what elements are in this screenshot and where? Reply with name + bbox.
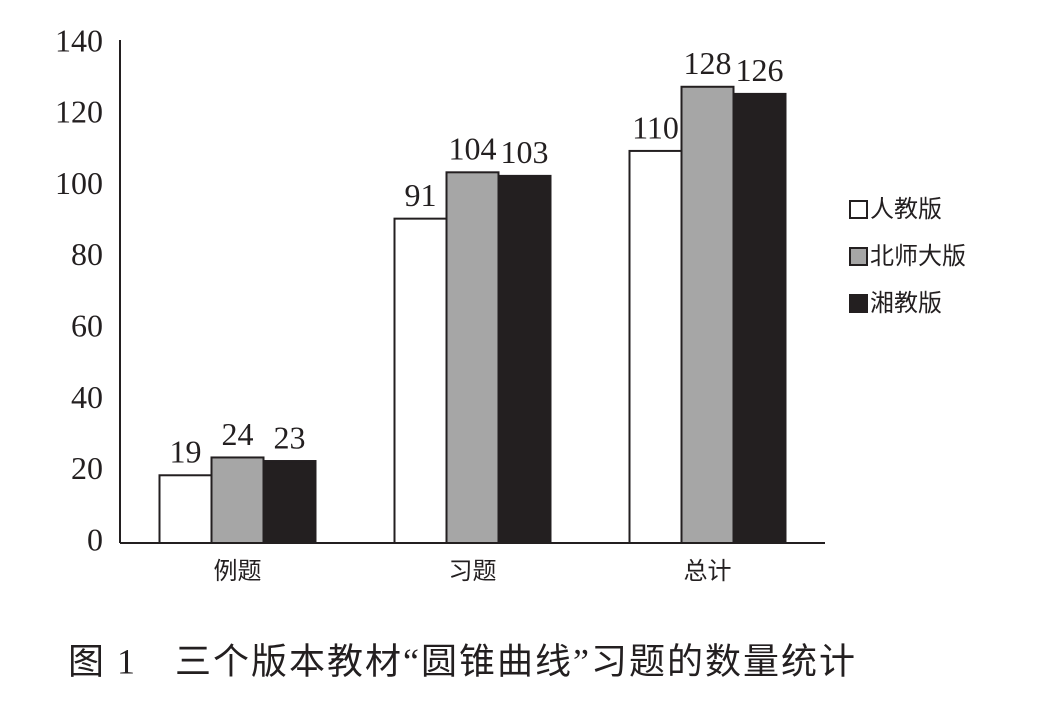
bar (158, 474, 213, 544)
legend-label: 北师大版 (870, 242, 966, 270)
value-label: 128 (684, 45, 732, 81)
legend-label: 湘教版 (870, 289, 942, 317)
y-tick-label: 20 (71, 450, 103, 486)
legend-swatch (849, 247, 868, 266)
bar (262, 460, 317, 544)
bar (497, 174, 552, 544)
legend-label: 人教版 (870, 195, 942, 223)
y-tick-label: 40 (71, 379, 103, 415)
value-label: 91 (405, 177, 437, 213)
value-label: 19 (170, 434, 202, 470)
chart-title: 图 1 三个版本教材“圆锥曲线”习题的数量统计 (68, 641, 857, 681)
x-tick-label: 例题 (214, 557, 262, 585)
y-tick-label: 100 (55, 165, 103, 201)
bar (210, 456, 265, 545)
y-tick-label: 0 (87, 521, 103, 557)
bar (732, 92, 787, 545)
value-label: 103 (501, 134, 549, 170)
legend-swatch (849, 294, 868, 313)
x-tick-label: 总计 (684, 557, 732, 585)
y-tick-label: 140 (55, 22, 103, 58)
y-tick-label: 80 (71, 236, 103, 272)
x-tick-label: 习题 (449, 557, 497, 585)
value-label: 110 (632, 109, 679, 145)
bar (680, 85, 735, 545)
y-tick-label: 60 (71, 307, 103, 343)
bar (445, 171, 500, 544)
value-label: 104 (449, 131, 497, 167)
value-label: 23 (274, 419, 306, 455)
bar (628, 149, 683, 545)
legend-swatch (849, 200, 868, 219)
value-label: 24 (222, 416, 254, 452)
bar (393, 217, 448, 544)
value-label: 126 (736, 52, 784, 88)
y-tick-label: 120 (55, 94, 103, 130)
